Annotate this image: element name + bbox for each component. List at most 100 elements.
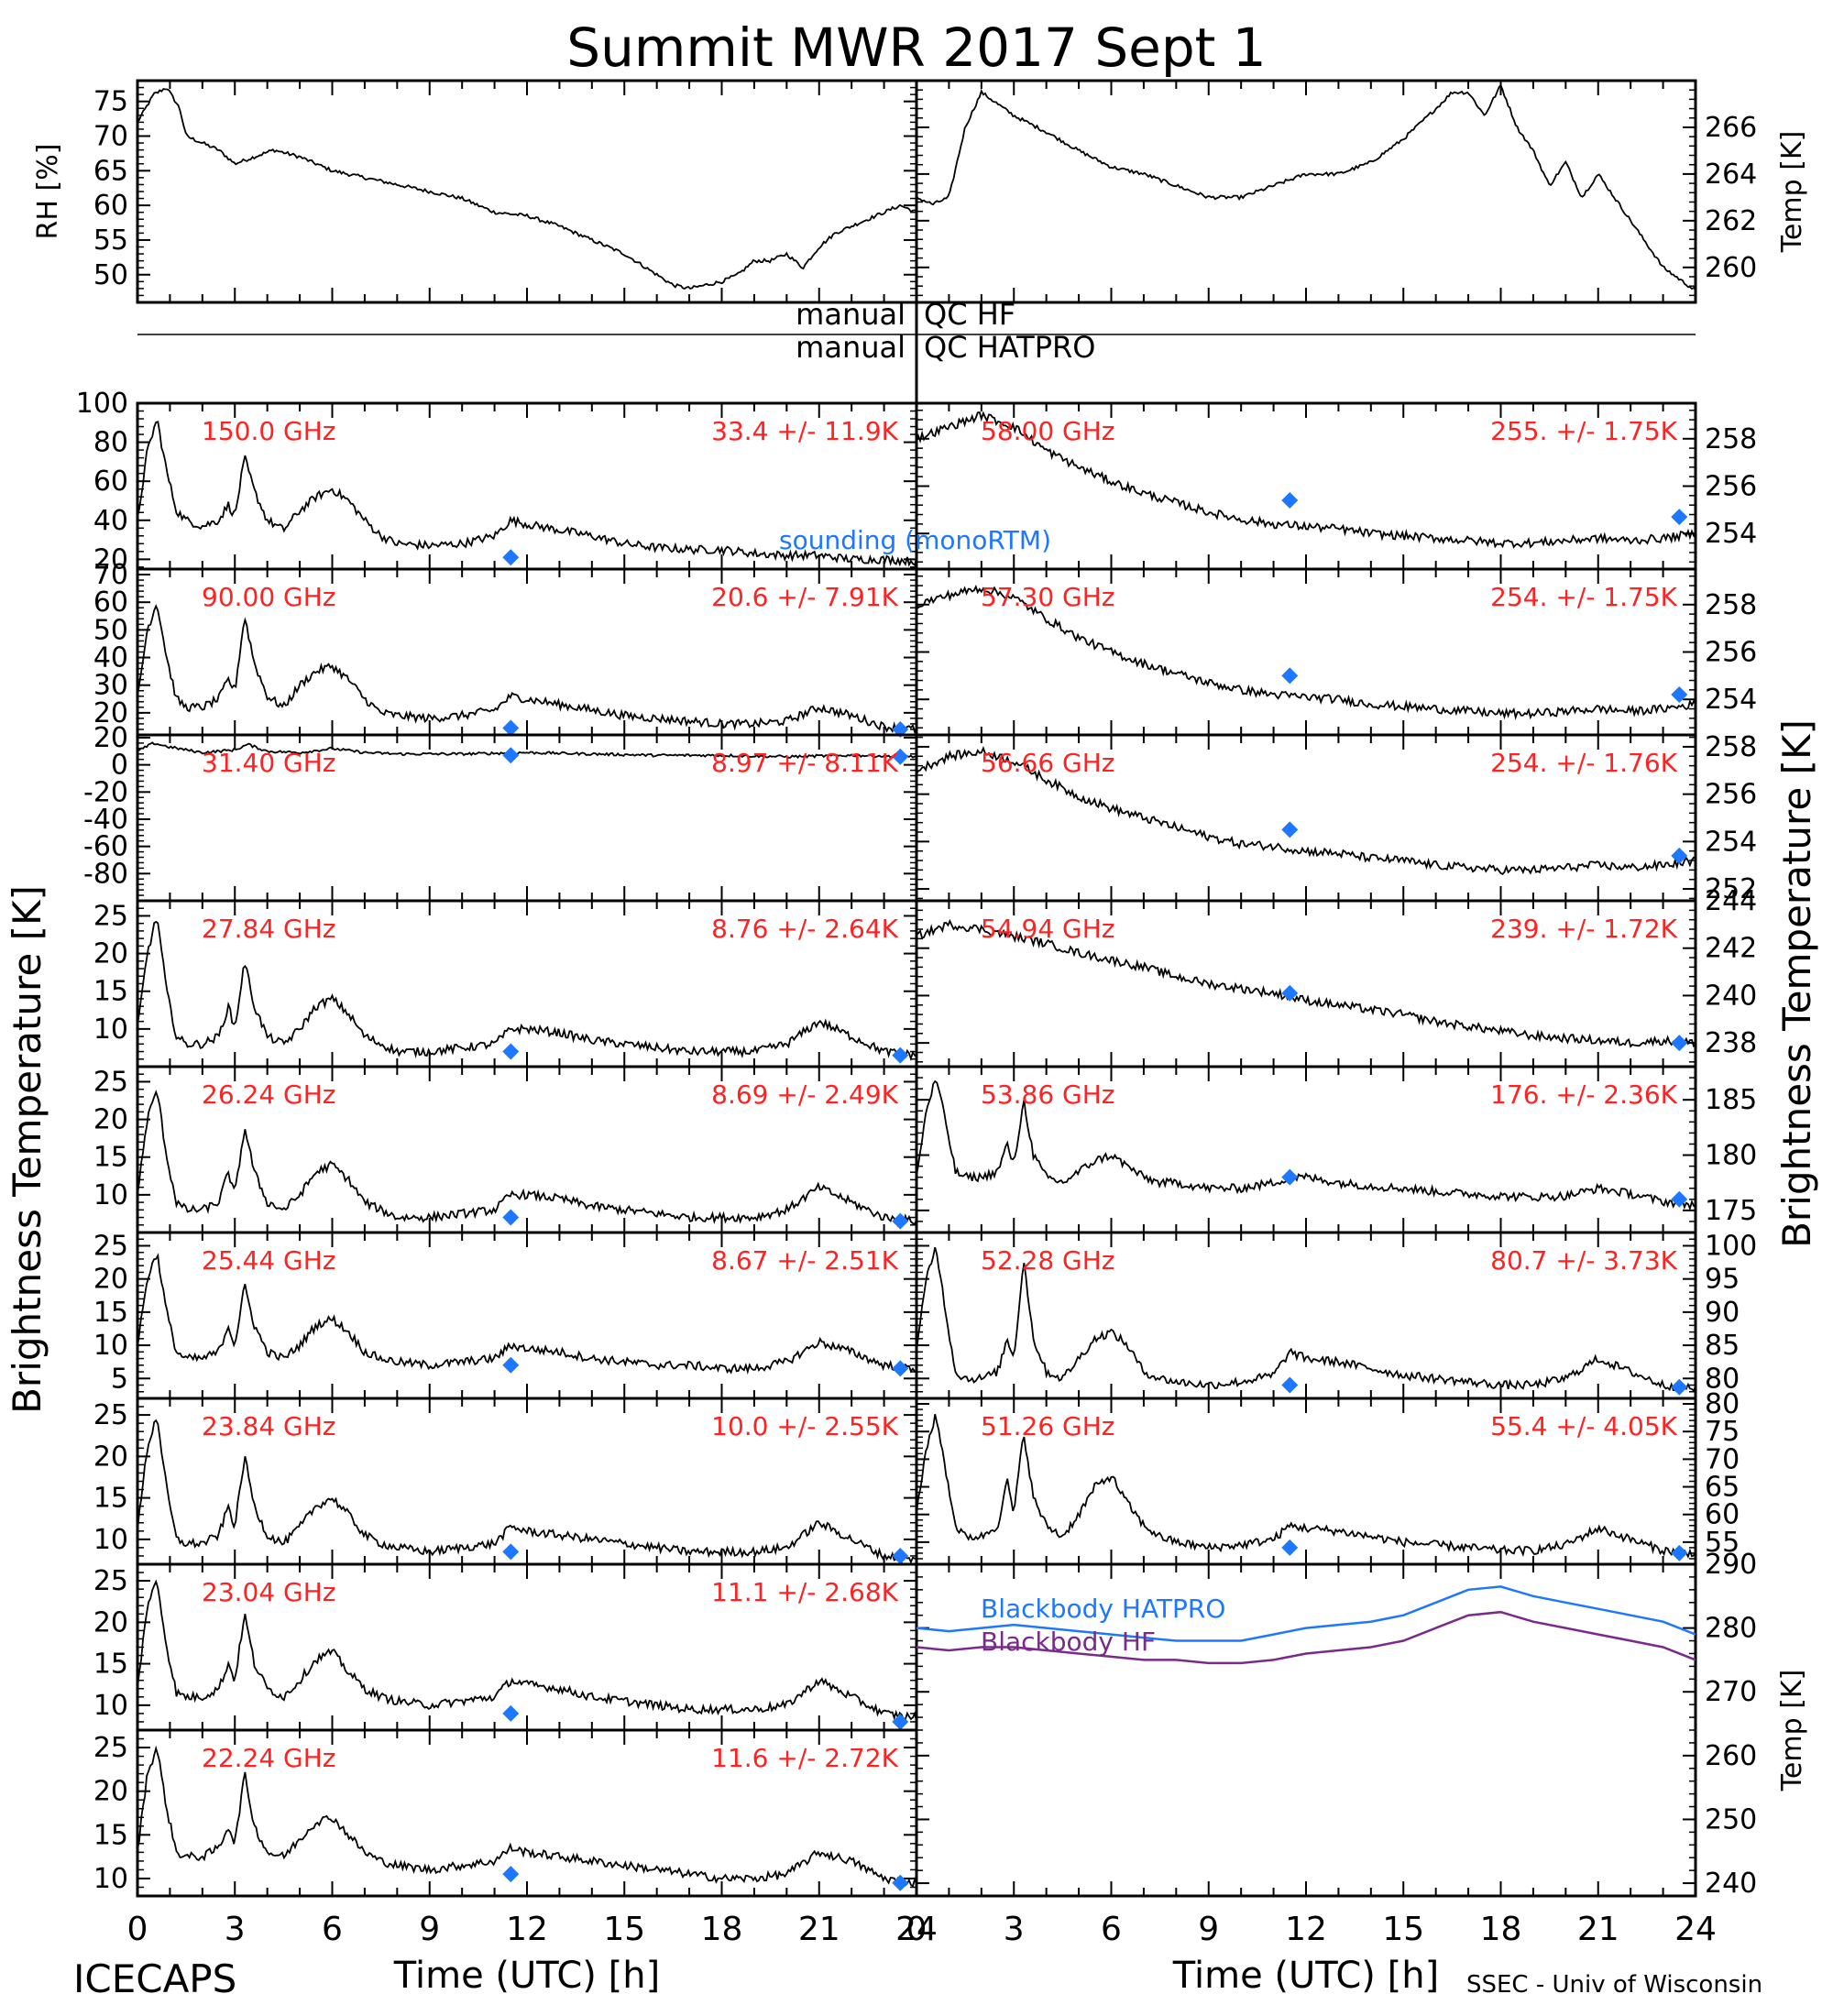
y-tick-label: 264 — [1705, 159, 1757, 191]
y-tick-label: 290 — [1705, 1549, 1757, 1581]
data-line — [137, 1579, 916, 1722]
qc-label-left: manual — [796, 330, 906, 365]
sounding-marker — [502, 719, 520, 737]
sounding-marker — [892, 1874, 909, 1891]
y-tick-label: 85 — [1705, 1330, 1740, 1362]
y-tick-label: 75 — [1705, 1416, 1740, 1448]
data-line — [137, 1745, 916, 1888]
data-line — [137, 920, 916, 1062]
y-tick-label: 80 — [93, 427, 128, 459]
sounding-marker — [1671, 1378, 1688, 1396]
data-line — [137, 421, 916, 567]
x-tick-label: 21 — [798, 1911, 840, 1948]
left-axis-label: Brightness Temperature [K] — [5, 885, 49, 1414]
panel-56: 252 254 256 258 56.66 GHz 254. +/- 1.76K — [915, 731, 1757, 905]
y-tick-label: 55 — [1705, 1527, 1740, 1559]
sounding-marker — [892, 1713, 909, 1730]
stats-label: 11.1 +/- 2.68K — [711, 1577, 898, 1607]
x-tick-label: 9 — [419, 1911, 440, 1948]
y-tick-label: 10 — [93, 1690, 128, 1722]
y-tick-label: 30 — [93, 670, 128, 702]
y-tick-label: 60 — [93, 586, 128, 619]
y-tick-label: 244 — [1705, 885, 1757, 917]
y-tick-label: 256 — [1705, 471, 1757, 503]
y-tick-label: 260 — [1705, 252, 1757, 284]
y-tick-label: 15 — [93, 1297, 128, 1329]
y-tick-label: 20 — [93, 1104, 128, 1136]
channel-label: 52.28 GHz — [981, 1245, 1115, 1276]
x-tick-label: 21 — [1577, 1911, 1619, 1948]
y-tick-label: 95 — [1705, 1264, 1740, 1296]
y-tick-label: 70 — [1705, 1443, 1740, 1475]
x-tick-label: 18 — [701, 1911, 743, 1948]
y-tick-label: 258 — [1705, 423, 1757, 455]
channel-label: 23.84 GHz — [202, 1411, 336, 1441]
y-tick-label: 90 — [1705, 1297, 1740, 1329]
sounding-marker — [1281, 984, 1299, 1002]
panel-27: 10 15 20 25 27.84 GHz 8.76 +/- 2.64K — [93, 899, 918, 1068]
y-tick-label: 240 — [1705, 980, 1757, 1012]
y-tick-label: 100 — [1705, 1230, 1757, 1262]
y-tick-label: 100 — [76, 388, 128, 420]
panel-53: 175 180 185 53.86 GHz 176. +/- 2.36K — [915, 1065, 1757, 1234]
y-tick-label: 10 — [93, 1330, 128, 1362]
stats-label: 8.67 +/- 2.51K — [711, 1245, 898, 1276]
x-tick-label: 3 — [1004, 1911, 1025, 1948]
stats-label: 80.7 +/- 3.73K — [1490, 1245, 1677, 1276]
chart-title: Summit MWR 2017 Sept 1 — [566, 16, 1266, 79]
y-tick-label: 25 — [93, 1565, 128, 1597]
x-tick-label: 0 — [127, 1911, 148, 1948]
data-line — [137, 1419, 916, 1564]
y-tick-label: 75 — [93, 86, 128, 118]
channel-label: 58.00 GHz — [981, 416, 1115, 446]
y-tick-label: 254 — [1705, 826, 1757, 858]
sounding-marker — [1281, 1168, 1299, 1186]
y-tick-label: -60 — [83, 831, 128, 863]
sounding-marker — [892, 1212, 909, 1230]
channel-label: 26.24 GHz — [202, 1079, 336, 1110]
y-tick-label: 262 — [1705, 205, 1757, 237]
y-tick-label: 5 — [111, 1363, 128, 1395]
y-tick-label: 80 — [1705, 1363, 1740, 1395]
panel-ylabel: RH [%] — [32, 144, 64, 240]
series-line — [916, 1585, 1696, 1642]
y-tick-label: 20 — [93, 722, 128, 754]
channel-label: 25.44 GHz — [202, 1245, 336, 1276]
panel-ylabel: Temp [K] — [1776, 131, 1808, 254]
sounding-marker — [892, 1360, 909, 1377]
x-tick-label: 3 — [225, 1911, 246, 1948]
panel-frame — [136, 79, 918, 304]
y-tick-label: -20 — [83, 776, 128, 808]
panel-ylabel: Temp [K] — [1776, 1670, 1808, 1792]
sounding-marker — [502, 549, 520, 566]
panel-23: 10 15 20 25 23.84 GHz 10.0 +/- 2.55K — [93, 1397, 918, 1566]
y-tick-label: 258 — [1705, 731, 1757, 763]
y-tick-label: 252 — [1705, 873, 1757, 905]
y-tick-label: 280 — [1705, 1613, 1757, 1645]
sounding-marker — [502, 1543, 520, 1561]
sounding-marker — [1671, 1035, 1688, 1052]
sounding-marker — [1281, 492, 1299, 509]
y-tick-label: 15 — [93, 1142, 128, 1174]
y-tick-label: 10 — [93, 1013, 128, 1046]
stats-label: 8.76 +/- 2.64K — [711, 914, 898, 944]
y-tick-label: 20 — [93, 697, 128, 729]
data-line — [916, 1414, 1696, 1559]
y-tick-label: 55 — [93, 225, 128, 257]
sounding-marker — [1671, 509, 1688, 526]
panel-22: 10 15 20 25 22.24 GHz 11.6 +/- 2.72K — [93, 1728, 918, 1898]
y-tick-label: 65 — [1705, 1472, 1740, 1504]
data-line — [916, 411, 1696, 549]
data-line — [137, 604, 916, 734]
sounding-marker — [892, 748, 909, 765]
data-line — [916, 918, 1696, 1048]
y-tick-label: 20 — [93, 1776, 128, 1808]
stats-label: 10.0 +/- 2.55K — [711, 1411, 898, 1441]
sounding-marker — [1671, 847, 1688, 864]
sounding-marker — [892, 1046, 909, 1064]
y-tick-label: 15 — [93, 1649, 128, 1681]
y-tick-label: 254 — [1705, 684, 1757, 716]
x-axis-label-right: Time (UTC) [h] — [1172, 1955, 1439, 1997]
